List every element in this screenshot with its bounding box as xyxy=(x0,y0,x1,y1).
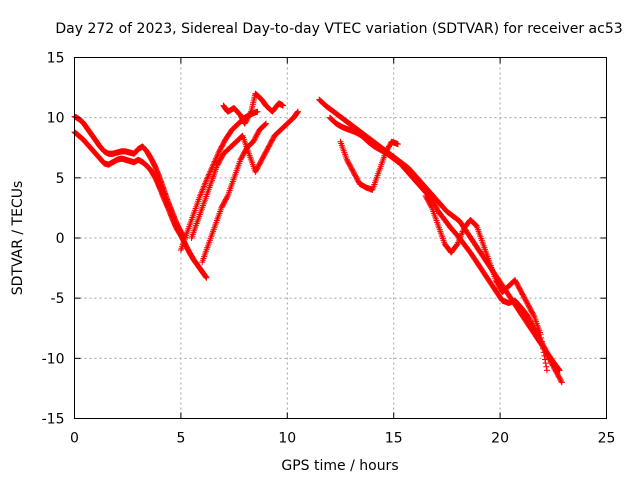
data-point xyxy=(263,120,270,127)
data-point xyxy=(558,378,565,385)
data-point xyxy=(238,133,245,140)
data-point xyxy=(394,141,401,148)
data-point xyxy=(539,342,546,349)
data-point xyxy=(203,177,210,184)
data-point xyxy=(247,109,254,116)
data-point xyxy=(207,167,214,174)
y-tick-label--10: -10 xyxy=(42,351,65,367)
y-tick-label-15: 15 xyxy=(47,51,65,67)
data-point xyxy=(530,312,537,319)
data-point xyxy=(204,175,211,182)
series-track-j xyxy=(422,192,550,374)
series-track-h xyxy=(326,114,563,374)
data-points xyxy=(71,90,565,386)
data-point xyxy=(556,366,563,373)
x-tick-label-0: 0 xyxy=(70,431,79,447)
data-point xyxy=(204,174,211,181)
series-track-d xyxy=(188,108,301,241)
y-tick-label--15: -15 xyxy=(42,412,65,428)
data-point xyxy=(543,367,550,374)
data-point xyxy=(540,345,547,352)
data-point xyxy=(540,349,547,356)
axis-ticks xyxy=(74,57,607,419)
data-point xyxy=(280,102,287,109)
data-point xyxy=(224,194,231,201)
grid-layer xyxy=(74,57,607,419)
data-point xyxy=(556,367,563,374)
data-point xyxy=(262,121,269,128)
data-point xyxy=(261,121,268,128)
y-tick-label-5: 5 xyxy=(56,171,65,187)
series-track-e xyxy=(199,120,270,266)
data-point xyxy=(538,334,545,341)
data-point xyxy=(205,172,212,179)
series-track-b xyxy=(71,113,189,241)
data-point xyxy=(214,151,221,158)
data-point xyxy=(542,360,549,367)
data-point xyxy=(543,363,550,370)
data-point xyxy=(203,274,210,281)
data-point xyxy=(537,331,544,338)
y-tick-label--5: -5 xyxy=(51,291,65,307)
series-track-c xyxy=(177,108,261,254)
data-point xyxy=(542,356,549,363)
data-point xyxy=(254,108,261,115)
data-point xyxy=(208,165,215,172)
y-tick-label-10: 10 xyxy=(47,111,65,127)
data-point xyxy=(538,338,545,345)
x-axis-label: GPS time / hours xyxy=(281,458,398,474)
data-point xyxy=(428,203,435,210)
x-tick-label-10: 10 xyxy=(278,431,296,447)
series-track-g xyxy=(316,96,565,386)
data-point xyxy=(558,379,565,386)
series-track-a xyxy=(71,129,210,281)
chart-title: Day 272 of 2023, Sidereal Day-to-day VTE… xyxy=(55,21,622,37)
x-tick-label-25: 25 xyxy=(598,431,616,447)
y-tick-label-0: 0 xyxy=(56,231,65,247)
x-tick-label-5: 5 xyxy=(176,431,185,447)
series-track-i xyxy=(337,138,401,193)
data-point xyxy=(294,108,301,115)
data-point xyxy=(472,221,479,228)
y-axis-label: SDTVAR / TECUs xyxy=(10,181,26,296)
x-tick-label-20: 20 xyxy=(491,431,509,447)
data-point xyxy=(541,352,548,359)
x-tick-label-15: 15 xyxy=(385,431,403,447)
tick-labels: 0 5 10 15 20 25 -15 -10 -5 0 5 10 15 xyxy=(42,51,616,447)
series-track-f xyxy=(220,90,287,127)
data-point xyxy=(215,149,222,156)
